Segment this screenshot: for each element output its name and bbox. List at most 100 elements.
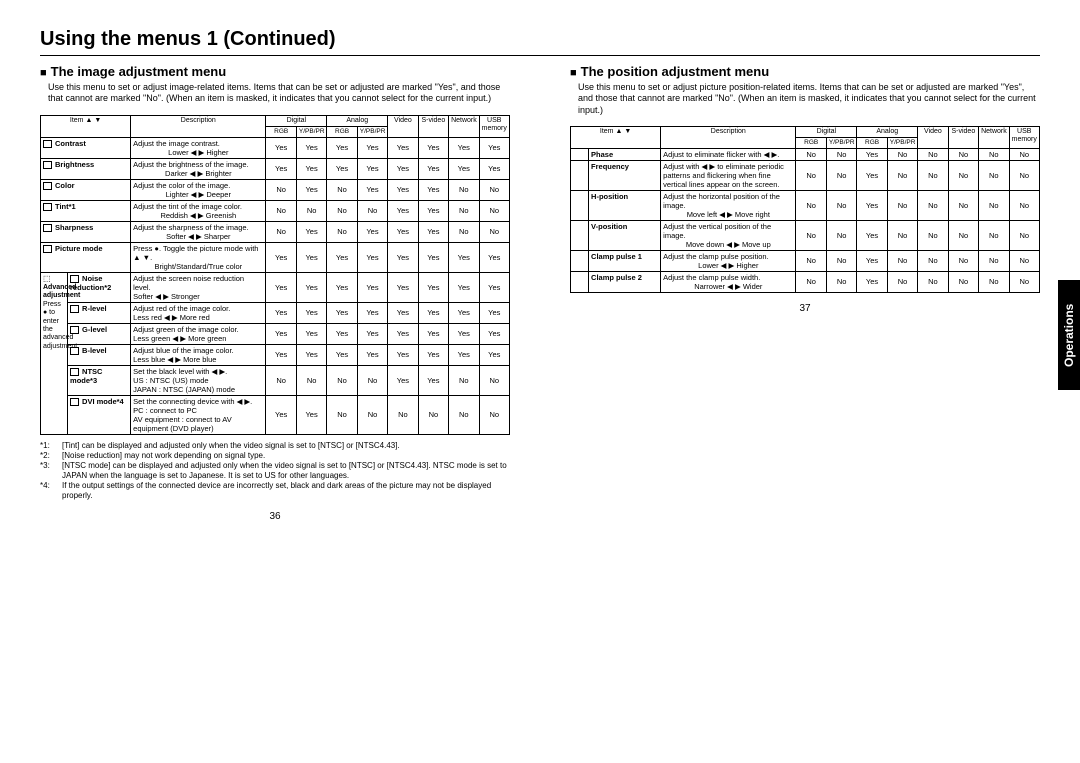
yn-cell: No [479,365,509,395]
item-icon [70,326,79,334]
yn-cell: Yes [418,272,448,302]
item-icon [70,305,79,313]
header-item: Item ▲ ▼ [571,126,661,148]
yn-cell: Yes [357,242,387,272]
yn-cell: No [1009,271,1039,292]
yn-cell: Yes [418,365,448,395]
item-cell: G-level [68,323,131,344]
yn-cell: Yes [357,158,387,179]
yn-cell: Yes [449,323,479,344]
yn-cell: Yes [388,179,418,200]
item-icon [70,275,79,283]
table-row: R-levelAdjust red of the image color.Les… [41,302,510,323]
yn-cell: No [479,179,509,200]
yn-cell: No [449,200,479,221]
yn-cell: No [1009,250,1039,271]
yn-cell: No [449,221,479,242]
page-number-left: 36 [40,511,510,522]
yn-cell: No [826,190,856,220]
description-cell: Adjust the sharpness of the image.Softer… [131,221,266,242]
yn-cell: No [449,179,479,200]
yn-cell: No [948,160,978,190]
yn-cell: No [918,250,948,271]
yn-cell: No [357,200,387,221]
yn-cell: Yes [327,344,357,365]
yn-cell: No [887,160,917,190]
description-cell: Adjust blue of the image color.Less blue… [131,344,266,365]
yn-cell: Yes [418,221,448,242]
yn-cell: Yes [327,302,357,323]
yn-cell: No [418,395,448,434]
yn-cell: Yes [388,365,418,395]
description-cell: Adjust the color of the image.Lighter ◀ … [131,179,266,200]
yn-cell: Yes [857,250,887,271]
header-item: Item ▲ ▼ [41,115,131,137]
footnote-1: [Tint] can be displayed and adjusted onl… [62,441,400,451]
description-cell: Adjust the horizontal position of the im… [661,190,796,220]
yn-cell: Yes [449,158,479,179]
yn-cell: No [357,395,387,434]
yn-cell: No [979,160,1009,190]
yn-cell: Yes [296,221,326,242]
description-cell: Adjust with ◀ ▶ to eliminate periodic pa… [661,160,796,190]
header-video: Video [388,115,418,137]
yn-cell: No [296,200,326,221]
left-column: ■The image adjustment menu Use this menu… [40,64,510,522]
yn-cell: Yes [327,323,357,344]
table-header: Item ▲ ▼ Description Digital Analog Vide… [41,115,510,137]
yn-cell: Yes [418,344,448,365]
yn-cell: Yes [449,272,479,302]
description-cell: Press ●. Toggle the picture mode with ▲ … [131,242,266,272]
item-cell: B-level [68,344,131,365]
yn-cell: Yes [357,272,387,302]
yn-cell: Yes [327,137,357,158]
side-tab-operations: Operations [1058,280,1080,390]
yn-cell: No [449,395,479,434]
yn-cell: Yes [418,137,448,158]
table-row: Clamp pulse 1Adjust the clamp pulse posi… [571,250,1040,271]
header-usb: USB memory [479,115,509,137]
item-cell: DVI mode*4 [68,395,131,434]
yn-cell: No [796,190,826,220]
left-intro: Use this menu to set or adjust image-rel… [48,82,510,105]
right-column: ■The position adjustment menu Use this m… [570,64,1040,522]
table-row: Picture modePress ●. Toggle the picture … [41,242,510,272]
description-cell: Adjust the screen noise reduction level.… [131,272,266,302]
table-row: ColorAdjust the color of the image.Light… [41,179,510,200]
left-section-title: ■The image adjustment menu [40,64,510,79]
title-rule [40,55,1040,56]
yn-cell: No [449,365,479,395]
yn-cell: Yes [266,344,296,365]
yn-cell: Yes [388,200,418,221]
header-analog: Analog [857,126,918,137]
yn-cell: Yes [388,323,418,344]
yn-cell: Yes [327,272,357,302]
item-icon [70,368,79,376]
yn-cell: Yes [857,160,887,190]
yn-cell: Yes [357,137,387,158]
yn-cell: Yes [266,302,296,323]
table-row: Clamp pulse 2Adjust the clamp pulse widt… [571,271,1040,292]
header-digital: Digital [266,115,327,126]
table-row: Tint*1Adjust the tint of the image color… [41,200,510,221]
description-cell: Set the connecting device with ◀ ▶.PC : … [131,395,266,434]
table-row: PhaseAdjust to eliminate flicker with ◀ … [571,148,1040,160]
yn-cell: No [1009,160,1039,190]
item-icon [70,347,79,355]
footnote-3: [NTSC mode] can be displayed and adjuste… [62,461,510,481]
yn-cell: Yes [449,344,479,365]
description-cell: Adjust the brightness of the image.Darke… [131,158,266,179]
yn-cell: No [327,395,357,434]
yn-cell: Yes [857,220,887,250]
yn-cell: No [826,250,856,271]
yn-cell: Yes [296,272,326,302]
sub-ypbpr2: Y/PB/PR [887,138,917,149]
yn-cell: No [479,395,509,434]
yn-cell: No [979,271,1009,292]
position-adjustment-table: Item ▲ ▼ Description Digital Analog Vide… [570,126,1040,293]
yn-cell: Yes [479,344,509,365]
yn-cell: No [887,271,917,292]
header-description: Description [131,115,266,137]
sub-rgb2: RGB [857,138,887,149]
yn-cell: No [948,250,978,271]
